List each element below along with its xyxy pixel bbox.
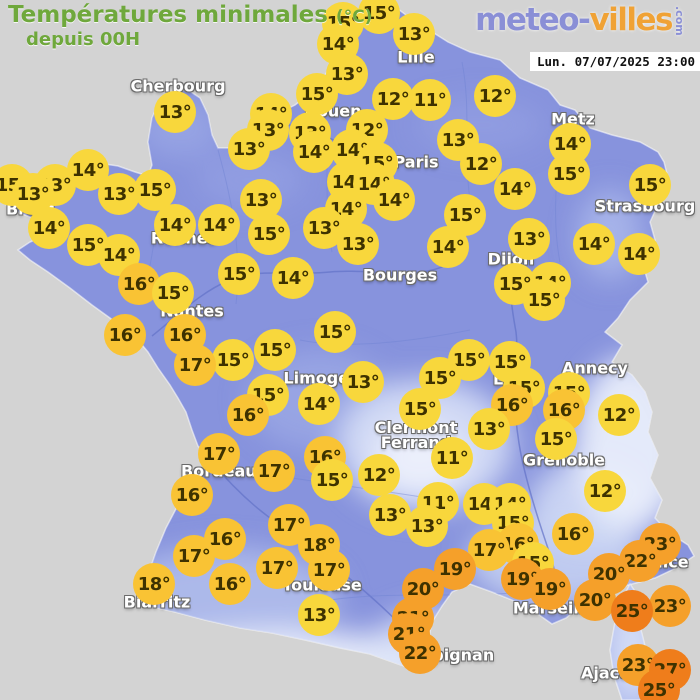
title-text: Températures minimales xyxy=(8,2,328,28)
title-unit: (°C) xyxy=(335,7,373,27)
datetime-badge: Lun. 07/07/2025 23:00 xyxy=(529,52,700,71)
site-logo[interactable]: meteo-villes .com xyxy=(475,2,686,38)
logo-part-orange: villes xyxy=(589,2,673,38)
page-title: Températures minimales (°C) xyxy=(8,2,372,28)
logo-part-blue: meteo- xyxy=(475,2,591,38)
logo-suffix: .com xyxy=(673,6,686,36)
header: Températures minimales (°C) depuis 00H xyxy=(8,2,372,50)
page-subtitle: depuis 00H xyxy=(26,29,141,50)
